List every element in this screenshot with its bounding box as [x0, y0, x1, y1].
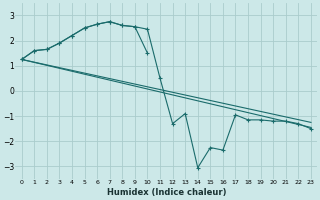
X-axis label: Humidex (Indice chaleur): Humidex (Indice chaleur) — [107, 188, 226, 197]
